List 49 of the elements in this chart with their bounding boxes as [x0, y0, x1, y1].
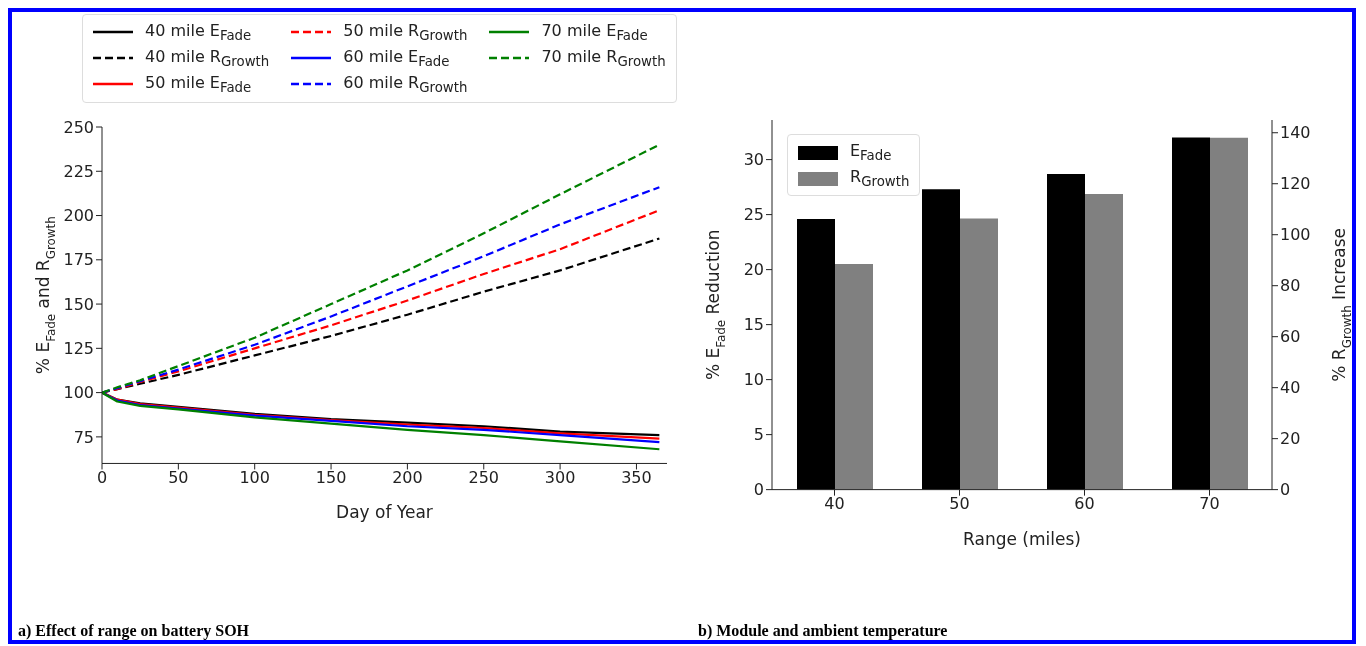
x-tick-label: 50	[168, 467, 189, 487]
x-tick-label: 60	[1074, 493, 1095, 513]
legend-label: E$_{Fade}$	[850, 141, 892, 164]
y-tick-label: 100	[63, 383, 94, 403]
y-tick-label: 5	[753, 425, 764, 445]
legend-label: R$_{Growth}$	[850, 167, 910, 190]
y2-tick-label: 140	[1280, 123, 1311, 143]
legend-label: 70 mile R$_{Growth}$	[541, 47, 666, 70]
y-tick-label: 150	[63, 294, 94, 314]
legend-label: 50 mile R$_{Growth}$	[343, 21, 468, 44]
y2-tick-label: 80	[1280, 276, 1301, 296]
y-tick-label: 250	[63, 117, 94, 137]
x-tick-label: 200	[392, 467, 423, 487]
y-tick-label: 200	[63, 206, 94, 226]
y-tick-label: 225	[63, 161, 94, 181]
x-tick-label: 350	[621, 467, 652, 487]
y-tick-label: 125	[63, 339, 94, 359]
x-tick-label: 250	[468, 467, 500, 487]
y-tick-label: 10	[743, 370, 764, 390]
y-tick-label: 15	[743, 315, 764, 335]
legend-label: 70 mile E$_{Fade}$	[541, 21, 648, 44]
x-tick-label: 150	[315, 467, 347, 487]
y-tick-label: 20	[743, 260, 764, 280]
x-tick-label: 50	[949, 493, 970, 513]
y2-tick-label: 100	[1280, 225, 1311, 245]
y2-tick-label: 60	[1280, 327, 1301, 347]
x-tick-label: 100	[239, 467, 270, 487]
x-tick-label: 40	[824, 493, 845, 513]
legend-label: 50 mile E$_{Fade}$	[145, 73, 252, 96]
y2-tick-label: 40	[1280, 378, 1301, 398]
y-tick-label: 30	[743, 150, 764, 170]
legend-label: 60 mile E$_{Fade}$	[343, 47, 450, 70]
x-axis-title: Day of Year	[336, 502, 433, 523]
x-axis-title: Range (miles)	[963, 528, 1081, 549]
y-tick-label: 75	[73, 427, 94, 447]
text: a) Effect of range on battery SOH	[18, 622, 251, 640]
y2-tick-label: 120	[1280, 174, 1311, 194]
text: b) Module and ambient temperature	[698, 622, 949, 640]
y-tick-label: 25	[743, 205, 764, 225]
x-tick-label: 0	[96, 467, 108, 487]
legend-label: 40 mile R$_{Growth}$	[145, 47, 270, 70]
y2-tick-label: 20	[1280, 429, 1301, 449]
y-tick-label: 0	[753, 480, 764, 500]
y-tick-label: 175	[63, 250, 94, 270]
legend-label: 40 mile E$_{Fade}$	[145, 21, 252, 44]
legend-label: 60 mile R$_{Growth}$	[343, 73, 468, 96]
x-tick-label: 300	[544, 467, 576, 487]
y2-tick-label: 0	[1280, 480, 1291, 500]
x-tick-label: 70	[1199, 493, 1220, 513]
